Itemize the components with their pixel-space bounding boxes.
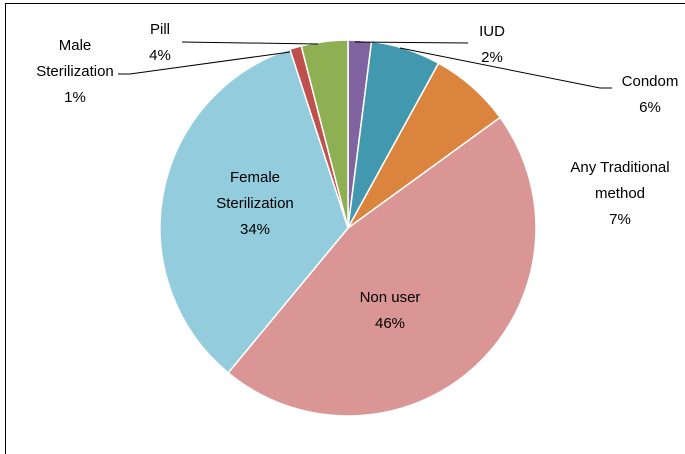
value-label: 4% [149,47,171,64]
leader-line [118,51,291,75]
category-label: Pill [149,21,170,38]
category-label: Condom [621,73,679,90]
value-label: 1% [64,89,86,106]
slice-label: Condom 6% [610,69,685,121]
category-label: IUD [479,23,505,40]
category-label: Any Traditional method [570,159,670,202]
value-label: 2% [481,49,503,66]
value-label: 46% [374,315,406,332]
slice-label: Pill 4% [135,17,185,69]
leader-line [181,41,319,45]
leader-line [399,47,612,89]
slice-label: Female Sterilization 34% [195,165,315,243]
pie-slice [159,48,349,374]
slice-label: IUD 2% [462,19,522,71]
slice-label: Male Sterilization 1% [20,33,130,111]
slice-label: Any Traditional method 7% [570,155,670,233]
pie-slice [227,116,537,417]
value-label: 7% [609,211,631,228]
category-label: Female Sterilization [216,169,294,212]
value-label: 6% [639,99,661,116]
value-label: 34% [239,221,271,238]
chart-border [5,3,685,454]
category-label: Male Sterilization [36,37,114,80]
pie-slice [300,39,349,229]
leader-line [354,41,469,44]
slice-label: Non user 46% [345,285,435,337]
slices [159,39,537,417]
category-label: Non user [359,289,421,306]
